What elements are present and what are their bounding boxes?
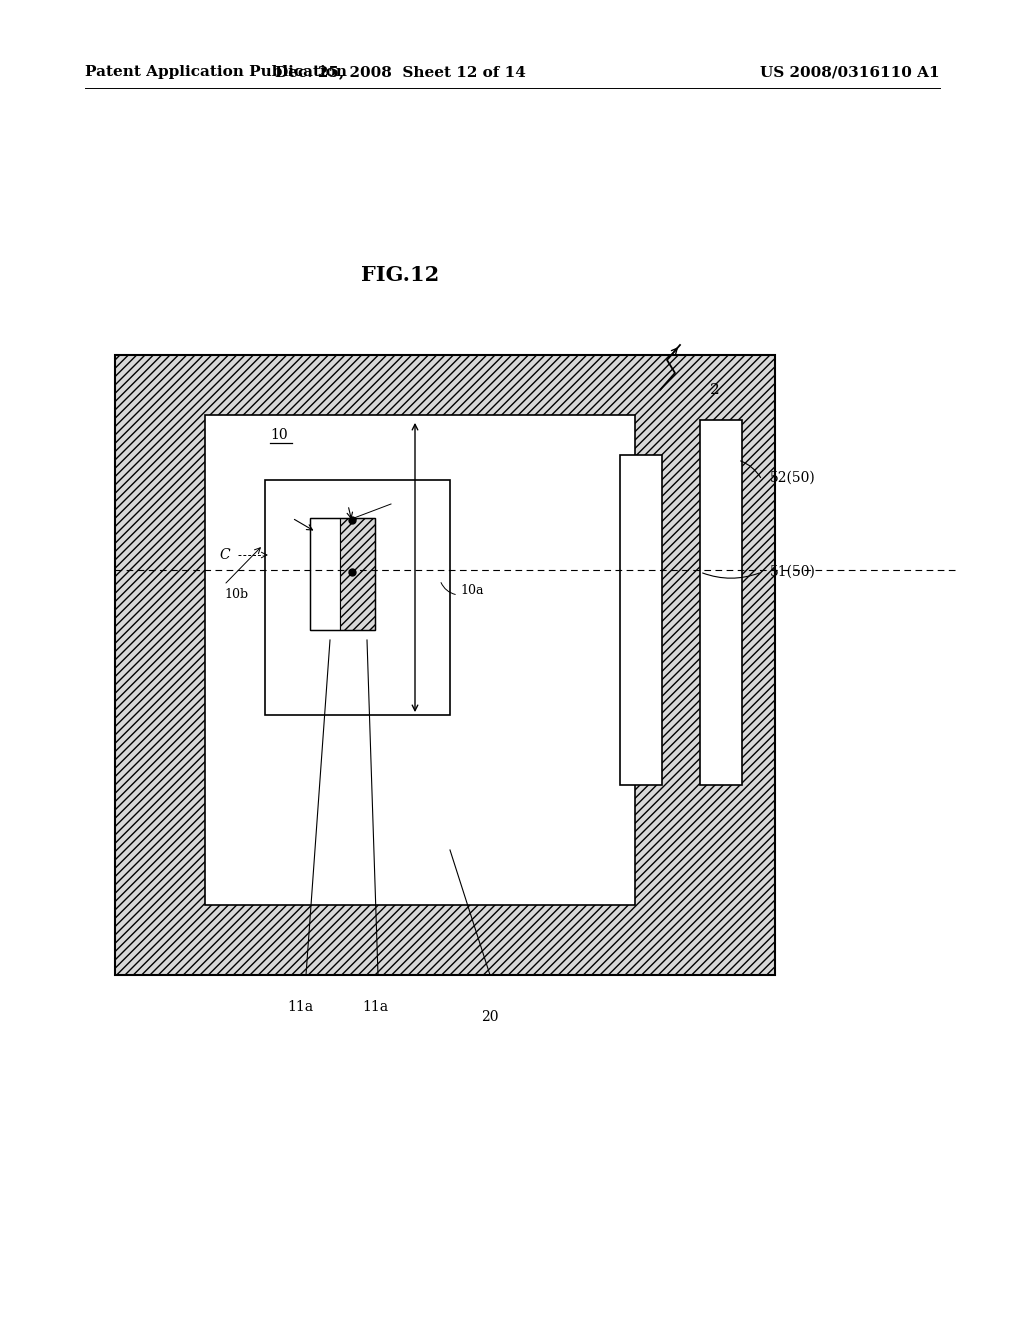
Text: 52(50): 52(50) (770, 471, 816, 484)
Bar (620, 455, 662, 785)
Bar (340, 517, 375, 630)
Text: 11: 11 (267, 495, 283, 508)
Bar (205, 414, 635, 906)
Text: 11b: 11b (393, 492, 417, 506)
Text: 15: 15 (321, 643, 336, 656)
Text: 10a: 10a (460, 583, 483, 597)
Bar (700, 420, 742, 785)
Text: 10: 10 (270, 428, 288, 442)
Text: Dec. 25, 2008  Sheet 12 of 14: Dec. 25, 2008 Sheet 12 of 14 (274, 65, 525, 79)
Bar (265, 480, 450, 715)
Text: 51(50): 51(50) (770, 565, 816, 579)
Bar (115, 355, 775, 975)
Text: FIG.12: FIG.12 (360, 265, 439, 285)
Text: L1: L1 (406, 508, 422, 521)
Bar (310, 517, 340, 630)
Text: 2: 2 (710, 383, 720, 397)
Text: 41: 41 (328, 492, 344, 506)
Text: 42: 42 (345, 643, 360, 656)
Text: Patent Application Publication: Patent Application Publication (85, 65, 347, 79)
Text: 11a: 11a (287, 1001, 313, 1014)
Text: US 2008/0316110 A1: US 2008/0316110 A1 (761, 65, 940, 79)
Bar (310, 517, 375, 630)
Text: C: C (220, 548, 230, 562)
Text: 11a: 11a (361, 1001, 388, 1014)
Text: 20: 20 (481, 1010, 499, 1024)
Text: 10b: 10b (224, 589, 248, 602)
